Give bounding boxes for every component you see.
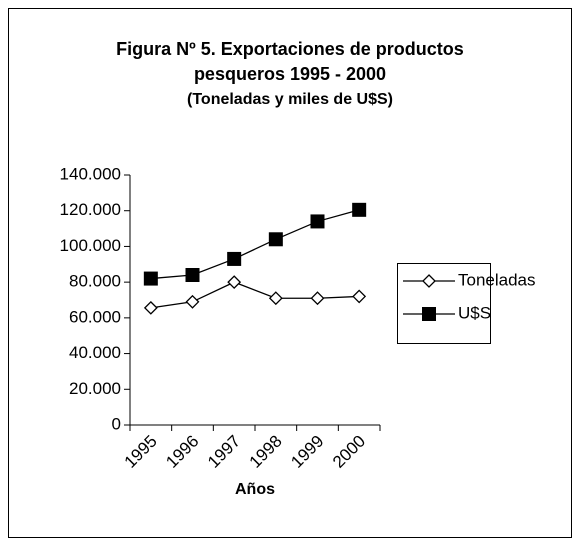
point [352,202,367,217]
point [310,214,325,229]
point [185,268,200,282]
point [310,291,325,306]
point [143,271,158,286]
chart-subtitle: (Toneladas y miles de U$S) [187,91,393,108]
legend-box [397,263,491,344]
y-tick-label: 0 [112,414,121,433]
x-axis-label: Años [235,481,275,498]
chart-title: Figura Nº 5. Exportaciones de productos [116,39,464,59]
legend-marker [422,307,436,321]
series-line [150,281,360,309]
y-tick-label: 40.000 [69,343,121,362]
legend-marker [422,274,436,288]
y-tick-label: 140.000 [60,164,121,183]
y-tick-label: 80.000 [69,272,121,291]
y-tick-label: 120.000 [60,200,121,219]
point [227,251,242,266]
point [143,300,158,315]
legend-label: U$S [458,303,491,322]
y-tick-label: 100.000 [60,236,121,255]
point [185,294,200,309]
point [227,275,242,290]
point [268,232,283,247]
chart-title-line: pesqueros 1995 - 2000 [194,64,386,84]
point [352,289,367,304]
legend-label: Toneladas [458,270,536,289]
y-tick-label: 20.000 [69,379,121,398]
y-tick-label: 60.000 [69,307,121,326]
point [268,291,283,306]
